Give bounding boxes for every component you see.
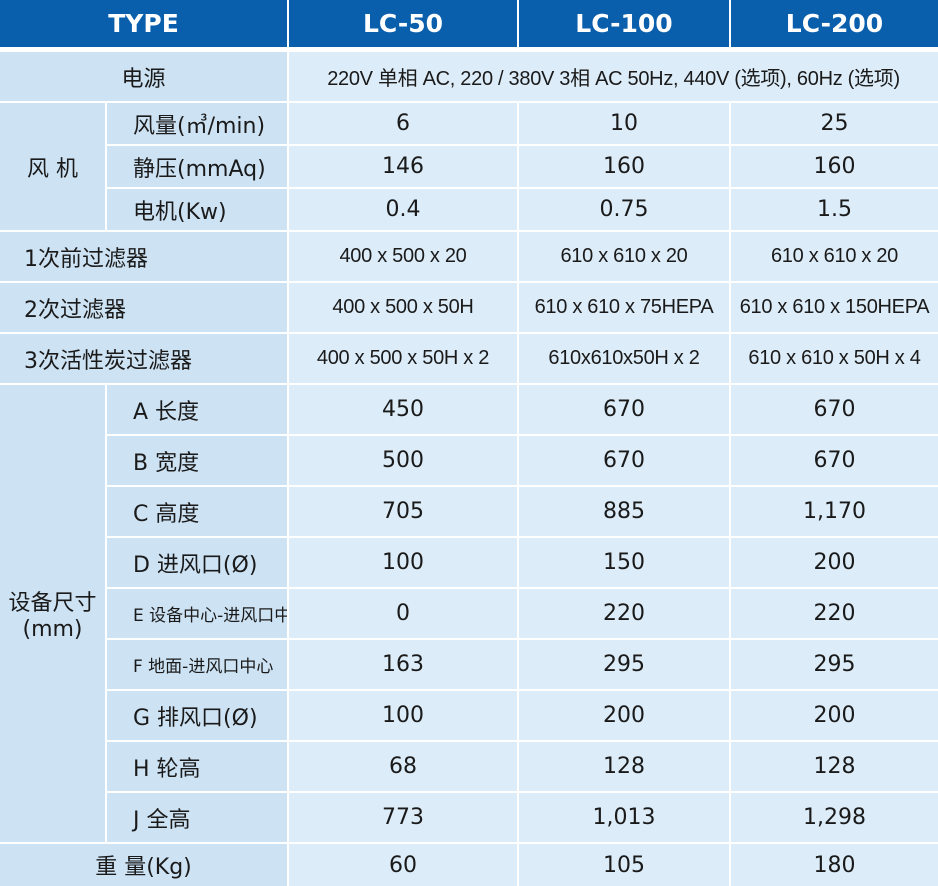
table-cell: 1.5 — [731, 189, 938, 232]
fan-motor-label: 电机(Kw) — [107, 189, 289, 232]
dim-row-g: G 排风口(Ø) 100 200 200 — [0, 691, 938, 742]
table-cell: 220 — [519, 589, 731, 640]
dimensions-group-label: 设备尺寸 (mm) — [0, 385, 107, 844]
dim-label: A 长度 — [107, 385, 289, 436]
dim-row-f: F 地面-进风口中心 163 295 295 — [0, 640, 938, 691]
dim-row-e: E 设备中心-进风口中心 0 220 220 — [0, 589, 938, 640]
dim-row-c: C 高度 705 885 1,170 — [0, 487, 938, 538]
table-cell: 705 — [289, 487, 519, 538]
filter-1-label: 1次前过滤器 — [0, 232, 289, 283]
filter-row-3: 3次活性炭过滤器 400 x 500 x 50H x 2 610x610x50H… — [0, 334, 938, 385]
table-cell: 25 — [731, 103, 938, 146]
table-cell: 610 x 610 x 20 — [731, 232, 938, 283]
table-cell: 0.75 — [519, 189, 731, 232]
table-cell: 180 — [731, 844, 938, 886]
dim-label: G 排风口(Ø) — [107, 691, 289, 742]
table-cell: 1,298 — [731, 793, 938, 844]
table-cell: 610 x 610 x 75HEPA — [519, 283, 731, 334]
table-cell: 1,170 — [731, 487, 938, 538]
dim-row-h: H 轮高 68 128 128 — [0, 742, 938, 793]
model-header-lc50: LC-50 — [289, 0, 519, 52]
table-cell: 220 — [731, 589, 938, 640]
table-cell: 100 — [289, 691, 519, 742]
dim-label: E 设备中心-进风口中心 — [107, 589, 289, 640]
fan-row-airflow: 风 机 风量(㎥/min) 6 10 25 — [0, 103, 938, 232]
table-cell: 128 — [731, 742, 938, 793]
dim-row-a: 设备尺寸 (mm) A 长度 450 670 670 — [0, 385, 938, 844]
table-cell: 200 — [519, 691, 731, 742]
table-cell: 500 — [289, 436, 519, 487]
weight-row: 重 量(Kg) 60 105 180 — [0, 844, 938, 886]
table-cell: 160 — [519, 146, 731, 189]
header-row: TYPE LC-50 LC-100 LC-200 — [0, 0, 938, 52]
table-cell: 670 — [731, 436, 938, 487]
dim-row-j: J 全高 773 1,013 1,298 — [0, 793, 938, 844]
table-cell: 200 — [731, 691, 938, 742]
power-label: 电源 — [0, 52, 289, 103]
dim-row-d: D 进风口(Ø) 100 150 200 — [0, 538, 938, 589]
dim-label: F 地面-进风口中心 — [107, 640, 289, 691]
filter-row-2: 2次过滤器 400 x 500 x 50H 610 x 610 x 75HEPA… — [0, 283, 938, 334]
table-cell: 610 x 610 x 50H x 4 — [731, 334, 938, 385]
table-cell: 68 — [289, 742, 519, 793]
fan-pressure-label: 静压(mmAq) — [107, 146, 289, 189]
table-cell: 610 x 610 x 150HEPA — [731, 283, 938, 334]
table-cell: 295 — [519, 640, 731, 691]
table-cell: 1,013 — [519, 793, 731, 844]
table-cell: 885 — [519, 487, 731, 538]
table-cell: 200 — [731, 538, 938, 589]
power-value: 220V 单相 AC, 220 / 380V 3相 AC 50Hz, 440V … — [289, 52, 938, 103]
table-cell: 150 — [519, 538, 731, 589]
table-cell: 163 — [289, 640, 519, 691]
table-cell: 400 x 500 x 20 — [289, 232, 519, 283]
dim-label: C 高度 — [107, 487, 289, 538]
table-cell: 670 — [519, 385, 731, 436]
table-cell: 0 — [289, 589, 519, 640]
table-cell: 6 — [289, 103, 519, 146]
table-cell: 670 — [731, 385, 938, 436]
dim-label: J 全高 — [107, 793, 289, 844]
type-header: TYPE — [0, 0, 289, 52]
fan-group-label: 风 机 — [0, 103, 107, 232]
table-cell: 450 — [289, 385, 519, 436]
table-cell: 105 — [519, 844, 731, 886]
table-cell: 0.4 — [289, 189, 519, 232]
dimensions-label-line1: 设备尺寸 — [8, 591, 97, 616]
table-cell: 400 x 500 x 50H x 2 — [289, 334, 519, 385]
dim-label: B 宽度 — [107, 436, 289, 487]
table-cell: 160 — [731, 146, 938, 189]
table-cell: 773 — [289, 793, 519, 844]
weight-label: 重 量(Kg) — [0, 844, 289, 886]
table-cell: 670 — [519, 436, 731, 487]
filter-row-1: 1次前过滤器 400 x 500 x 20 610 x 610 x 20 610… — [0, 232, 938, 283]
table-cell: 10 — [519, 103, 731, 146]
table-cell: 100 — [289, 538, 519, 589]
model-header-lc200: LC-200 — [731, 0, 938, 52]
dim-label: H 轮高 — [107, 742, 289, 793]
fan-row-pressure: 静压(mmAq) 146 160 160 — [0, 146, 938, 189]
filter-3-label: 3次活性炭过滤器 — [0, 334, 289, 385]
dim-row-b: B 宽度 500 670 670 — [0, 436, 938, 487]
dimensions-label-line2: (mm) — [22, 617, 83, 642]
power-row: 电源 220V 单相 AC, 220 / 380V 3相 AC 50Hz, 44… — [0, 52, 938, 103]
table-cell: 400 x 500 x 50H — [289, 283, 519, 334]
table-cell: 610 x 610 x 20 — [519, 232, 731, 283]
table-cell: 60 — [289, 844, 519, 886]
table-cell: 128 — [519, 742, 731, 793]
fan-airflow-label: 风量(㎥/min) — [107, 103, 289, 146]
filter-2-label: 2次过滤器 — [0, 283, 289, 334]
model-header-lc100: LC-100 — [519, 0, 731, 52]
dim-label: D 进风口(Ø) — [107, 538, 289, 589]
fan-row-motor: 电机(Kw) 0.4 0.75 1.5 — [0, 189, 938, 232]
table-cell: 295 — [731, 640, 938, 691]
table-cell: 146 — [289, 146, 519, 189]
table-cell: 610x610x50H x 2 — [519, 334, 731, 385]
